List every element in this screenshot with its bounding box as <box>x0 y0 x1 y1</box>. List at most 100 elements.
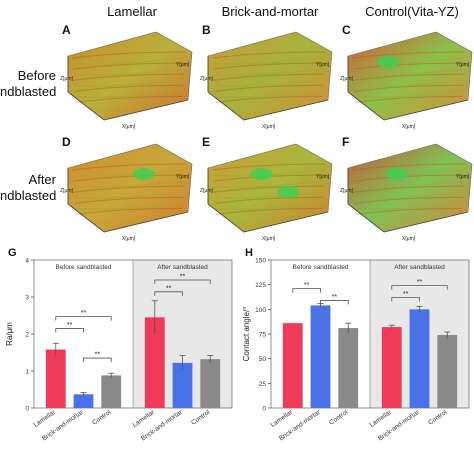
surface-texture-line <box>352 62 466 70</box>
y-axis-label: Y[μm] <box>456 62 470 68</box>
chart-h-significance-bracket <box>292 288 321 293</box>
chart-h-y-axis-label: Contact angle/° <box>242 307 251 362</box>
chart-h-y-tick-label: 75 <box>259 332 267 339</box>
surface-texture-line <box>74 191 184 199</box>
surface-texture-line <box>212 57 326 65</box>
chart-h-y-tick-label: 100 <box>255 307 266 314</box>
chart-g-significance-bracket <box>154 291 183 296</box>
chart-g-y-tick-label: 2 <box>25 332 29 339</box>
surface-green-patch <box>250 168 273 180</box>
surface-texture-line <box>75 95 183 103</box>
surface-texture-line <box>355 202 463 210</box>
surface-texture-line <box>213 73 325 81</box>
chart-h-y-tick-label: 0 <box>262 406 266 413</box>
surface-texture-line <box>72 62 186 70</box>
surface-texture-line <box>74 79 184 87</box>
surface-texture-line <box>351 51 467 59</box>
surface-texture-line <box>75 202 183 210</box>
row-header-after: After ndblasted <box>0 172 56 204</box>
surface-texture-line <box>353 185 465 193</box>
surface-texture-line <box>352 57 466 65</box>
chart-h-x-tick-label: Control <box>427 409 449 427</box>
chart-h-panel-letter: H <box>245 247 253 259</box>
surface-green-patch <box>377 56 399 68</box>
panel-letter: C <box>342 23 351 37</box>
chart-g-roughness: G 0 1 2 3 4 Ra/μm Before sandblasted After sandb… <box>5 247 233 442</box>
chart-g-significance-label: ** <box>67 322 73 329</box>
surface-green-patch <box>277 186 300 198</box>
chart-h-significance-bracket <box>391 285 448 290</box>
surface-panel-a: A Y[μm] X[μm] Z[μm] <box>60 23 193 130</box>
y-axis-label: Y[μm] <box>176 174 190 180</box>
chart-g-y-tick-label: 4 <box>25 258 29 265</box>
chart-h-significance-label: ** <box>403 291 409 298</box>
chart-h-y-tick-label: 125 <box>255 282 266 289</box>
x-axis-label: X[μm] <box>262 236 276 242</box>
x-axis-label: X[μm] <box>402 124 416 130</box>
surface-panel-b: B Y[μm] X[μm] Z[μm] <box>200 23 333 130</box>
chart-g-x-tick-label: Control <box>91 409 113 427</box>
chart-h-significance-label: ** <box>304 282 310 289</box>
surface-texture-line <box>213 180 325 188</box>
chart-h-group-label: Before sandblasted <box>292 264 348 271</box>
chart-g-y-tick-label: 3 <box>25 295 29 302</box>
surface-texture-line <box>354 79 464 87</box>
chart-g-x-tick-label: Lamellar <box>32 408 57 429</box>
surface-base-edge <box>207 91 329 121</box>
z-axis-label: Z[μm] <box>60 76 73 82</box>
column-header-brick-and-mortar: Brick-and-mortar <box>221 4 319 19</box>
row-header-before: Before ndblasted <box>0 68 56 100</box>
chart-g-x-tick-label: Lamellar <box>131 408 156 429</box>
chart-g-significance-label: ** <box>180 273 186 280</box>
chart-h-bar <box>437 334 458 408</box>
surface-texture-line <box>354 196 464 204</box>
chart-h-bar <box>338 328 359 408</box>
chart-h-y-tick-label: 25 <box>259 381 267 388</box>
chart-h-x-tick-label: Lamellar <box>269 408 294 429</box>
surface-texture-line <box>72 169 186 177</box>
chart-h-y-tick-label: 50 <box>259 356 267 363</box>
surface-texture-line <box>75 207 183 215</box>
x-axis-label: X[μm] <box>122 124 136 130</box>
surface-texture-line <box>73 185 185 193</box>
surface-texture-line <box>214 84 324 92</box>
chart-h-x-tick-label: Control <box>328 409 350 427</box>
chart-g-y-tick-label: 1 <box>25 369 29 376</box>
z-axis-label: Z[μm] <box>340 76 353 82</box>
chart-h-y-tick-label: 150 <box>255 258 266 265</box>
column-header-control: Control(Vita-YZ) <box>365 4 459 19</box>
surface-texture-line <box>214 196 324 204</box>
chart-h-contact-angle: H 0 25 50 75 100 125 150 Contact angle/° Before s… <box>242 247 470 442</box>
chart-g-bar <box>200 359 221 408</box>
surface-panel-d: D Y[μm] X[μm] Z[μm] <box>60 135 193 242</box>
surface-panel-e: E Y[μm] X[μm] Z[μm] <box>200 135 333 242</box>
surface-texture-line <box>71 163 187 171</box>
chart-g-bar <box>73 394 94 408</box>
x-axis-label: X[μm] <box>262 124 276 130</box>
x-axis-label: X[μm] <box>122 236 136 242</box>
chart-g-bar <box>172 362 193 408</box>
surface-texture-line <box>73 68 185 76</box>
surface-panel-c: C Y[μm] X[μm] Z[μm] <box>340 23 473 130</box>
surface-texture-line <box>354 191 464 199</box>
surface-texture-line <box>71 51 187 59</box>
y-axis-label: Y[μm] <box>316 174 330 180</box>
surface-base-edge <box>67 203 189 233</box>
surface-texture-line <box>213 68 325 76</box>
surface-texture-line <box>353 180 465 188</box>
chart-g-y-tick-label: 0 <box>25 406 29 413</box>
chart-h-bar <box>381 327 402 408</box>
chart-h-bar <box>409 309 430 408</box>
z-axis-label: Z[μm] <box>200 76 213 82</box>
panel-letter: D <box>62 135 71 149</box>
chart-g-y-axis-label: Ra/μm <box>5 322 14 346</box>
chart-g-bar <box>144 317 165 408</box>
chart-g-x-tick-label: Control <box>190 409 212 427</box>
surface-texture-line <box>211 51 327 59</box>
surface-green-patch <box>133 168 155 180</box>
surface-texture-line <box>215 90 323 98</box>
chart-g-group-label: After sandblasted <box>157 264 208 271</box>
surface-texture-line <box>354 84 464 92</box>
surface-texture-line <box>212 62 326 70</box>
surface-texture-line <box>214 191 324 199</box>
